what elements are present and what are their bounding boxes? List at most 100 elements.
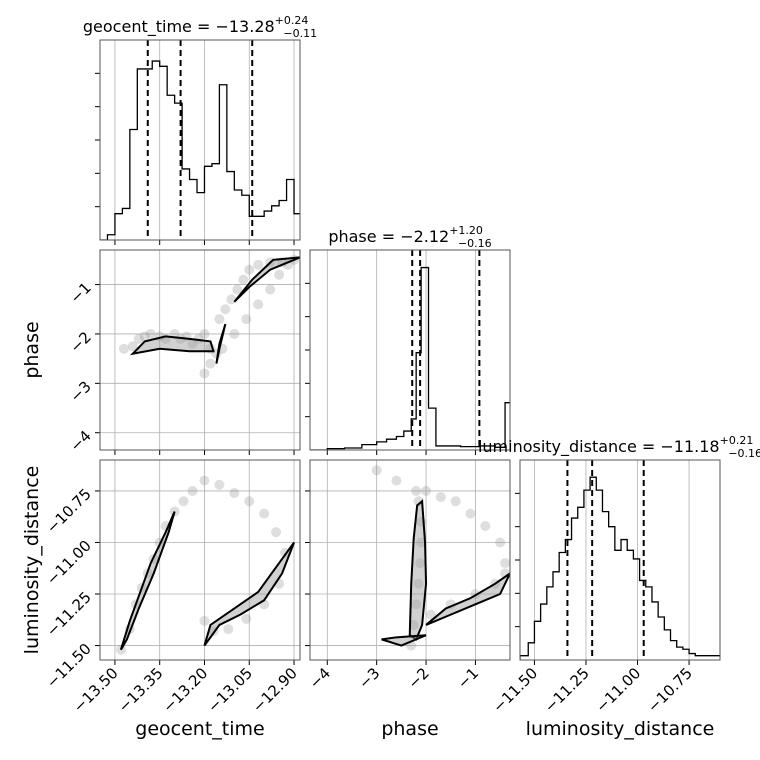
title-sub-luminosity_distance: −0.16: [728, 447, 760, 460]
sample-point: [226, 294, 237, 305]
tick-label-phase: −3: [66, 377, 94, 405]
sample-point: [187, 485, 198, 496]
tick-label-geocent_time: −13.35: [115, 664, 167, 716]
histogram-step-phase: [310, 266, 510, 450]
sample-point: [229, 487, 240, 498]
tick-label-luminosity_distance: −11.25: [43, 588, 95, 640]
density-geocent_time-luminosity_distance: [115, 475, 295, 655]
sample-point: [232, 284, 243, 295]
tick-label-phase: −4: [66, 427, 94, 455]
title-sup-geocent_time: +0.24: [275, 14, 309, 27]
sample-point: [259, 508, 270, 519]
sample-point: [241, 613, 252, 624]
sample-point: [425, 609, 436, 620]
diag-geocent_time-frame: [99, 39, 301, 241]
xlabel-luminosity_distance: luminosity_distance: [526, 718, 715, 740]
sample-point: [220, 304, 231, 315]
title-main-phase: phase = −2.12: [328, 227, 449, 246]
sample-point: [229, 328, 240, 339]
sample-point: [413, 496, 424, 507]
sample-point: [193, 333, 204, 344]
density-geocent_time-phase: [118, 254, 300, 379]
sample-point: [421, 485, 432, 496]
sample-point: [450, 496, 461, 507]
histogram-luminosity_distance: [520, 460, 720, 660]
tick-label-phase: −3: [355, 664, 383, 692]
contour: [203, 541, 295, 647]
pair-geocent_time-luminosity_distance-frame: [99, 459, 301, 661]
sample-point: [127, 341, 138, 352]
diag-luminosity_distance-frame: [519, 459, 721, 661]
sample-point: [274, 269, 285, 280]
tick-label-geocent_time: −13.20: [159, 664, 211, 716]
title-sup-phase: +1.20: [449, 224, 483, 237]
density-phase-luminosity_distance: [371, 465, 510, 651]
sample-point: [223, 624, 234, 635]
tick-label-geocent_time: −13.50: [70, 664, 122, 716]
tick-label-luminosity_distance: −10.75: [644, 664, 696, 716]
sample-point: [244, 496, 255, 507]
tick-label-luminosity_distance: −11.50: [43, 640, 95, 692]
sample-point: [238, 274, 249, 285]
sample-point: [214, 479, 225, 490]
diag-phase-frame: [309, 249, 511, 451]
sample-point: [133, 333, 144, 344]
contour: [119, 511, 176, 651]
histogram-geocent_time: [100, 40, 300, 240]
sample-point: [214, 314, 225, 325]
sample-point: [139, 331, 150, 342]
tick-label-geocent_time: −13.05: [204, 664, 256, 716]
contour: [425, 572, 510, 626]
sample-point: [495, 537, 506, 548]
sample-point: [500, 558, 510, 569]
sample-point: [265, 284, 276, 295]
sample-point: [408, 619, 419, 630]
sample-point: [465, 508, 476, 519]
histogram-step-luminosity_distance: [520, 476, 720, 660]
sample-point: [205, 358, 216, 369]
sample-point: [391, 475, 402, 486]
title-main-luminosity_distance: luminosity_distance = −11.18: [478, 437, 720, 457]
xlabel-geocent_time: geocent_time: [135, 718, 264, 740]
sample-point: [145, 328, 156, 339]
ylabel-phase: phase: [21, 321, 43, 378]
title-luminosity_distance: luminosity_distance = −11.18+0.21 −0.16: [478, 434, 760, 460]
tick-label-luminosity_distance: −11.00: [592, 664, 644, 716]
sample-point: [415, 558, 426, 569]
title-sub-phase: −0.16: [458, 237, 492, 250]
xlabel-phase: phase: [381, 718, 438, 740]
tick-label-luminosity_distance: −11.25: [541, 664, 593, 716]
sample-point: [199, 328, 210, 339]
title-phase: phase = −2.12+1.20 −0.16: [328, 224, 491, 250]
sample-point: [416, 537, 427, 548]
title-sub-geocent_time: −0.11: [283, 27, 317, 40]
tick-label-luminosity_distance: −11.50: [489, 664, 541, 716]
sample-point: [253, 299, 264, 310]
contour: [408, 499, 428, 641]
sample-point: [244, 264, 255, 275]
ylabel-luminosity_distance: luminosity_distance: [21, 466, 43, 655]
tick-label-luminosity_distance: −11.00: [43, 537, 95, 589]
pair-phase-luminosity_distance-frame: [309, 459, 511, 661]
sample-point: [199, 475, 210, 486]
sample-point: [435, 492, 446, 503]
sample-point: [371, 465, 382, 476]
sample-point: [199, 368, 210, 379]
sample-point: [241, 314, 252, 325]
pair-geocent_time-phase-frame: [99, 249, 301, 451]
tick-label-geocent_time: −12.90: [249, 664, 301, 716]
sample-point: [253, 259, 264, 270]
tick-label-phase: −1: [454, 664, 482, 692]
contour: [215, 323, 227, 364]
contour: [381, 634, 427, 647]
sample-point: [178, 496, 189, 507]
tick-label-phase: −2: [66, 328, 94, 356]
tick-label-phase: −1: [66, 279, 94, 307]
tick-label-phase: −4: [306, 664, 334, 692]
histogram-phase: [310, 250, 510, 450]
histogram-step-geocent_time: [100, 60, 300, 240]
title-main-geocent_time: geocent_time = −13.28: [83, 17, 275, 37]
title-sup-luminosity_distance: +0.21: [720, 434, 754, 447]
contour: [129, 335, 215, 356]
